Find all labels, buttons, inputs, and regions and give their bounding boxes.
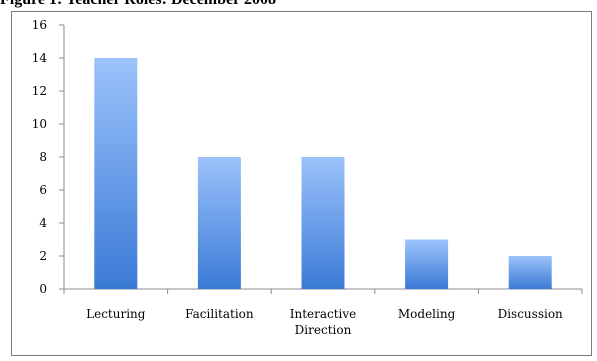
y-tick-label: 6: [39, 183, 47, 197]
chart-title: Figure 1: Teacher Roles: December 2008: [0, 0, 597, 11]
bar-discussion: [508, 256, 552, 289]
x-category-label: Lecturing: [86, 307, 146, 321]
bar-modeling: [405, 239, 449, 289]
y-tick-label: 8: [39, 150, 47, 164]
bar-lecturing: [94, 58, 138, 289]
bar-interactive-direction: [301, 157, 345, 289]
x-category-label: Facilitation: [185, 307, 254, 321]
x-category-label: Modeling: [398, 307, 456, 321]
y-tick-label: 2: [39, 249, 47, 263]
y-tick-label: 12: [32, 84, 47, 98]
y-tick-label: 10: [32, 117, 47, 131]
y-tick-label: 0: [39, 282, 47, 296]
x-category-label: Discussion: [498, 307, 563, 321]
bar-facilitation: [197, 157, 241, 289]
y-tick-label: 14: [32, 51, 48, 65]
y-tick-label: 4: [39, 216, 47, 230]
x-category-label: Interactive Direction: [290, 307, 357, 337]
y-tick-label: 16: [32, 18, 47, 32]
